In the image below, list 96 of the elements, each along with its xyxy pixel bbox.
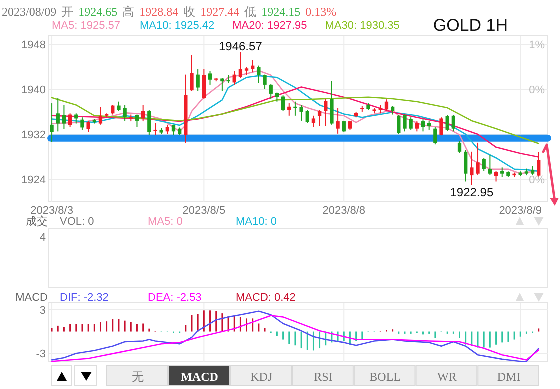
candlestick <box>208 70 212 86</box>
annotation: 0% <box>529 84 546 96</box>
y-tick-label: 1940 <box>22 84 46 96</box>
candlestick <box>68 113 72 128</box>
x-tick-label: 2023/8/3 <box>30 205 74 217</box>
x-tick-label: 2023/8/5 <box>182 205 226 217</box>
text: DMI <box>497 370 521 384</box>
candlestick <box>238 52 243 79</box>
candlestick <box>500 167 504 178</box>
text: MA10: 1925.42 <box>140 20 215 32</box>
candlestick <box>348 120 352 130</box>
candlestick <box>190 54 194 92</box>
candlestick <box>56 98 60 132</box>
candlestick <box>452 114 456 132</box>
candlestick <box>458 140 462 154</box>
candlestick <box>98 106 103 126</box>
candlestick <box>464 150 468 182</box>
y-tick-label: 3 <box>40 304 46 317</box>
candlestick <box>257 65 261 84</box>
candlestick <box>403 114 407 132</box>
annotation: 1946.57 <box>218 39 263 54</box>
candlestick <box>117 101 121 112</box>
text: MA30: 1930.35 <box>325 20 400 32</box>
candlestick <box>196 68 200 92</box>
candlestick <box>166 124 170 135</box>
text: MA20: 1927.95 <box>232 20 308 32</box>
candlestick <box>135 114 140 128</box>
candlestick <box>288 103 292 116</box>
y-tick-label: 1924 <box>22 174 46 186</box>
candlestick <box>421 118 426 132</box>
candlestick <box>312 115 316 128</box>
candlestick <box>324 98 328 127</box>
series-label: MACD: 0.42 <box>236 292 296 304</box>
x-tick-label: 2023/8/8 <box>322 205 366 217</box>
candlestick <box>488 154 492 176</box>
text: DIF: -2.32 <box>60 292 109 304</box>
x-tick-label: 2023/8/9 <box>499 205 542 217</box>
candlestick <box>384 99 389 112</box>
y-axis-title: MACD <box>16 292 48 304</box>
candlestick <box>530 165 535 176</box>
candlestick <box>446 114 450 132</box>
candlestick <box>202 68 206 100</box>
annotation: 1% <box>529 39 546 52</box>
text: 无 <box>132 370 144 384</box>
candlestick <box>50 103 54 143</box>
text: MA5: 0 <box>148 216 183 228</box>
candlestick <box>154 122 158 136</box>
text: DEA: -2.53 <box>148 292 202 304</box>
candlestick <box>123 104 127 122</box>
candlestick <box>336 108 340 134</box>
line-series <box>51 96 540 144</box>
candlestick <box>415 121 419 132</box>
candlestick <box>142 104 146 122</box>
candlestick <box>476 142 480 176</box>
text: MA5: 1925.57 <box>52 20 120 32</box>
candlestick <box>220 78 224 92</box>
chart-title: GOLD 1H <box>433 16 508 35</box>
text: MA10: 0 <box>236 216 277 228</box>
candlestick <box>434 126 438 146</box>
candlestick <box>80 117 84 130</box>
annotation: 1922.95 <box>450 185 494 200</box>
candlestick <box>470 151 474 186</box>
candlestick <box>342 120 346 133</box>
y-tick-label: 1948 <box>22 39 46 52</box>
candlestick <box>440 117 444 136</box>
candlestick <box>148 110 152 136</box>
candlestick <box>172 124 176 136</box>
text: WR <box>438 370 457 384</box>
text: 成交 <box>26 215 48 228</box>
text: RSI <box>314 370 333 384</box>
candlestick <box>409 117 413 130</box>
candlestick <box>300 104 304 122</box>
text: VOL: 0 <box>60 216 94 228</box>
candlestick <box>294 101 298 116</box>
candlestick <box>232 70 236 86</box>
text: BOLL <box>370 370 402 384</box>
text: 4 <box>40 232 46 244</box>
candlestick <box>494 170 498 182</box>
candlestick <box>281 95 286 112</box>
annotation: 0% <box>529 174 546 186</box>
candlestick <box>306 110 310 124</box>
y-tick-label: -3 <box>36 348 46 361</box>
candlestick <box>482 158 486 172</box>
text: MACD <box>181 370 219 384</box>
candlestick <box>111 104 115 116</box>
candlestick <box>62 104 66 130</box>
text: 2023/08/09 开 1924.65 高 1928.84 收 1927.44 低 1924.15 0.13% <box>2 5 337 19</box>
candlestick <box>318 110 322 127</box>
candlestick <box>263 74 267 90</box>
candlestick <box>397 114 401 135</box>
candlestick <box>269 84 273 100</box>
text: KDJ <box>250 370 273 384</box>
candlestick <box>86 121 90 133</box>
candlestick <box>428 120 432 130</box>
y-tick-label: 1932 <box>22 129 46 142</box>
candlestick <box>275 92 280 102</box>
